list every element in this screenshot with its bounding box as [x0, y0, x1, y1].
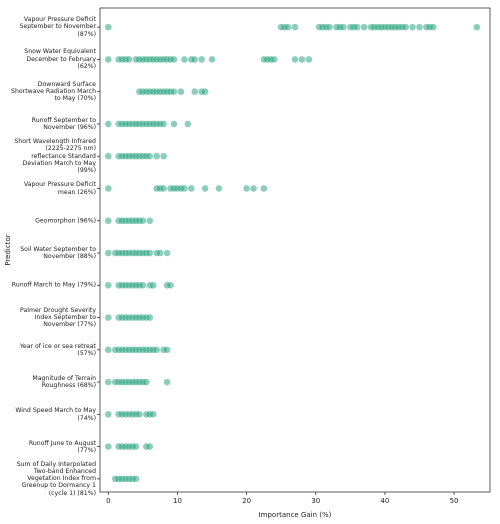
point — [153, 346, 161, 354]
x-tick-label: 20 — [242, 497, 251, 505]
y-tick-label: Downward Surface Shortwave Radiation Mar… — [11, 80, 96, 103]
point — [143, 378, 150, 386]
point — [201, 88, 209, 95]
point — [132, 443, 140, 450]
point — [409, 23, 416, 31]
point — [181, 56, 188, 63]
point — [153, 152, 161, 160]
point — [167, 281, 174, 289]
point — [104, 217, 112, 225]
point — [473, 23, 481, 31]
point — [149, 281, 157, 289]
y-tick-label: Soil Water September to November (88%) — [20, 245, 96, 260]
point — [104, 378, 112, 386]
point — [298, 56, 306, 63]
x-tick-label: 30 — [311, 497, 320, 505]
point — [146, 443, 154, 450]
point — [160, 120, 167, 128]
point — [104, 56, 112, 63]
point — [243, 185, 250, 192]
y-tick-label: Runoff March to May (79%) — [11, 281, 96, 289]
point — [136, 411, 143, 418]
point — [305, 56, 313, 63]
y-axis-label: Predictor — [4, 234, 12, 265]
y-tick-label: Geomorphon (96%) — [35, 217, 96, 225]
point — [326, 23, 333, 31]
point — [170, 120, 178, 128]
point — [291, 23, 299, 31]
y-tick-label: Magnitude of Terrain Roughness (68%) — [32, 374, 96, 390]
x-tick-label: 40 — [380, 497, 389, 505]
point — [104, 281, 112, 289]
point — [104, 23, 112, 31]
point — [104, 185, 112, 192]
point — [163, 249, 171, 257]
point — [146, 217, 154, 225]
y-tick-label: Palmer Drought Severity Index September … — [20, 306, 96, 329]
y-tick-label: Runoff June to August (77%) — [28, 439, 96, 454]
point — [181, 185, 188, 192]
point — [104, 314, 112, 321]
point — [132, 475, 140, 483]
point — [402, 23, 409, 31]
point — [104, 411, 112, 418]
point — [163, 378, 171, 386]
x-tick-label: 10 — [173, 497, 182, 505]
point — [284, 23, 292, 31]
point — [146, 152, 154, 160]
point — [215, 185, 223, 192]
y-tick-label: Vapour Pressure Deficit September to Nov… — [19, 16, 96, 38]
point — [139, 281, 147, 289]
point — [104, 152, 112, 160]
point — [260, 185, 268, 192]
point — [208, 56, 216, 63]
point — [291, 56, 299, 63]
point — [429, 23, 437, 31]
point — [198, 56, 205, 63]
point — [146, 314, 154, 321]
point — [170, 56, 178, 63]
point — [125, 56, 133, 63]
point — [191, 88, 199, 95]
point — [360, 23, 368, 31]
point — [156, 249, 164, 257]
point — [250, 185, 257, 192]
point — [139, 217, 147, 225]
x-axis-label: Importance Gain (%) — [259, 511, 332, 519]
point — [170, 88, 178, 95]
point — [340, 23, 347, 31]
point — [270, 56, 278, 63]
point — [353, 23, 361, 31]
point — [177, 88, 185, 95]
point — [184, 120, 192, 128]
point — [104, 249, 112, 257]
point — [149, 411, 157, 418]
x-tick-label: 0 — [106, 497, 110, 505]
y-tick-label: Snow Water Equivalent December to Februa… — [24, 48, 96, 70]
x-tick-label: 50 — [450, 497, 459, 505]
plot-frame — [99, 7, 491, 493]
y-tick-label: Runoff September to November (96%) — [31, 116, 96, 131]
y-tick-label: Vapour Pressure Deficit mean (26%) — [23, 181, 96, 196]
y-tick-label: Wind Speed March to May (74%) — [15, 407, 96, 422]
y-tick-label: Year of ice or sea retreat (57%) — [19, 342, 96, 357]
point — [104, 346, 112, 354]
point — [160, 185, 167, 192]
point — [104, 443, 112, 450]
y-tick-label: Short Wavelength Infrared (2225-2275 nm)… — [14, 138, 96, 174]
point — [160, 152, 167, 160]
point — [191, 56, 199, 63]
point — [187, 185, 195, 192]
point — [201, 185, 209, 192]
point — [416, 23, 423, 31]
point — [163, 346, 171, 354]
y-tick-label: Sum of Daily Interpolated Two-band Enhan… — [16, 460, 96, 497]
point — [146, 249, 154, 257]
point — [104, 120, 112, 128]
